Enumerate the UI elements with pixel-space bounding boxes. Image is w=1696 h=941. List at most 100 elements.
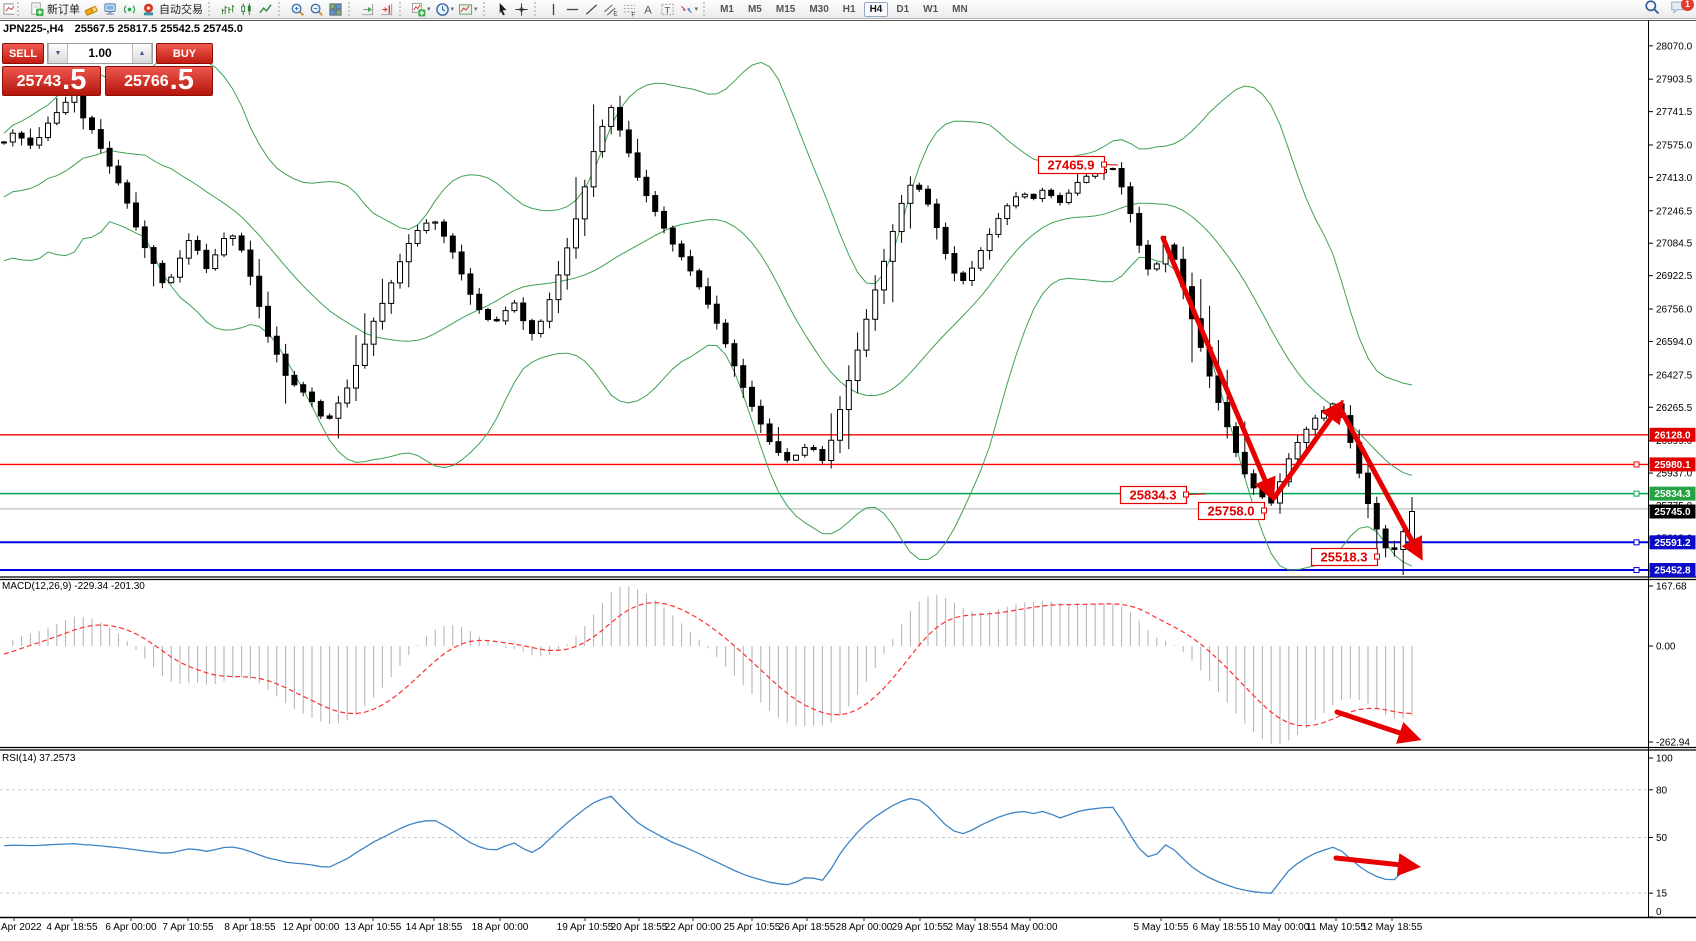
templates-button[interactable]: ▾ [456,1,480,18]
price-badge-25834.3: 25834.3 [1649,486,1696,501]
rsi-value: 37.2573 [39,753,76,764]
chat-button[interactable]: 1 [1670,0,1694,18]
periods-button[interactable]: ▾ [433,1,457,18]
trend-arrow-down-1[interactable] [1160,235,1276,502]
candle-body [1127,186,1134,215]
eraser-button[interactable] [82,1,101,18]
chart-shift-icon [379,2,394,17]
candle-body [863,318,870,351]
line-chart-button[interactable] [256,1,275,18]
candle-body [1013,196,1019,207]
timeframe-d1[interactable]: D1 [896,3,910,15]
candle-body [881,260,887,291]
timeframe-mn[interactable]: MN [952,3,968,15]
search-button[interactable] [1644,0,1660,18]
timeframe-m15[interactable]: M15 [775,3,796,15]
timeframe-w1[interactable]: W1 [923,3,939,15]
macd-arrow[interactable] [1334,709,1422,744]
volume-decrease-button[interactable]: ▼ [48,44,68,63]
candle-body [1259,487,1266,498]
price-label-25834.3[interactable]: 25834.3 [1119,485,1207,505]
sell-button[interactable]: SELL [2,43,44,64]
candle-body [907,184,914,204]
candle-body [854,349,861,382]
trend-arrows [1160,235,1423,877]
toolbar-separator [533,2,540,16]
price-tick-label: 26427.5 [1656,370,1693,381]
autotrading-button[interactable]: 自动交易 [139,1,205,18]
candle-body [590,151,597,188]
equidistant-channel-button[interactable]: E [601,1,620,18]
price-label-25758.0[interactable]: 25758.0 [1197,501,1267,521]
auto-scroll-icon [360,2,375,17]
toolbar: 新订单 自动交易 ▾ ▾ ▾ E F A T ▾ M1 M5 M15 M30 H1 H4 D1 W1 MN 1 [0,0,1696,19]
volume-increase-button[interactable]: ▲ [132,44,152,63]
buy-button[interactable]: BUY [156,43,213,64]
cursor-button[interactable] [493,1,512,18]
zoom-out-button[interactable] [307,1,326,18]
candle-body [555,274,562,301]
timeframe-m1[interactable]: M1 [720,3,734,15]
candle-body [977,250,984,269]
candlestick-chart-button[interactable] [237,1,256,18]
time-label: 12 May 18:55 [1362,922,1423,933]
time-label: 5 May 10:55 [1133,922,1188,933]
buy-price-button[interactable]: 25766 .5 [105,66,213,96]
sell-price-button[interactable]: 25743 .5 [2,66,101,96]
tile-windows-button[interactable] [326,1,345,18]
rsi-arrow[interactable] [1333,853,1421,877]
indicators-button[interactable]: ▾ [409,1,433,18]
macd-tick-label: 0.00 [1656,642,1676,653]
candle-body [344,387,351,404]
trend-arrow-up[interactable] [1271,399,1344,501]
chart-window-button[interactable] [1,1,14,18]
candle-body [599,125,606,153]
trend-arrow-down-2[interactable] [1338,407,1423,561]
price-tick-label: 27084.5 [1656,239,1693,250]
candle-body [256,275,263,307]
chevron-down-icon: ▾ [474,6,478,13]
time-label: Apr 2022 [1,922,42,933]
bar-chart-button[interactable] [218,1,237,18]
candle-body [1030,193,1037,199]
fibonacci-button[interactable]: F [620,1,639,18]
time-label: 6 May 18:55 [1192,922,1247,933]
terminal-button[interactable] [101,1,120,18]
crosshair-button[interactable] [512,1,531,18]
timeframe-m30[interactable]: M30 [809,3,829,15]
time-label: 28 Apr 00:00 [836,922,893,933]
candle-body [458,251,465,275]
candle-body [168,276,175,284]
text-button[interactable]: A [639,1,658,18]
vertical-line-button[interactable] [544,1,563,18]
chart-shift-button[interactable] [377,1,396,18]
signal-button[interactable] [120,1,139,18]
bollinger-middle-band [3,149,1413,476]
horizontal-line-button[interactable] [563,1,582,18]
timeframe-h1[interactable]: H1 [842,3,856,15]
candle-body [405,242,412,263]
svg-text:A: A [644,4,652,16]
candle-body [801,447,808,456]
zoom-in-button[interactable] [288,1,307,18]
label-icon: T [660,2,675,17]
price-label-27465.9[interactable]: 27465.9 [1037,155,1119,175]
candle-body [625,129,632,154]
candle-body [916,184,923,190]
timeframe-h4[interactable]: H4 [863,1,889,17]
volume-input[interactable]: 1.00 [88,46,112,60]
timeframe-m5[interactable]: M5 [747,3,762,15]
text-label-button[interactable]: T [658,1,677,18]
candle-body [951,252,958,274]
candle-body [757,405,764,425]
candle-body [687,256,694,272]
price-label-25518.3[interactable]: 25518.3 [1310,547,1380,567]
toolbar-separator [17,2,23,16]
auto-scroll-button[interactable] [358,1,377,18]
arrows-button[interactable]: ▾ [677,1,701,18]
time-label: 7 Apr 10:55 [162,922,214,933]
notification-badge: 1 [1681,0,1694,11]
trendline-button[interactable] [582,1,601,18]
new-order-button[interactable]: 新订单 [27,1,82,18]
